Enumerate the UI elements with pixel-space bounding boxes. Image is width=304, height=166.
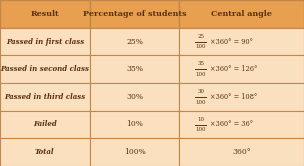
Text: 100: 100 — [196, 44, 206, 49]
Bar — [179, 0, 304, 28]
Text: Passed in first class: Passed in first class — [6, 38, 84, 45]
Bar — [90, 55, 179, 83]
Bar — [0, 138, 90, 166]
Bar — [90, 111, 179, 138]
Text: Passed in second class: Passed in second class — [0, 65, 89, 73]
Bar — [0, 83, 90, 111]
Text: ×360° = 36°: ×360° = 36° — [210, 121, 253, 128]
Text: Total: Total — [35, 148, 55, 156]
Text: 100%: 100% — [124, 148, 145, 156]
Text: 10%: 10% — [126, 121, 143, 128]
Text: 25: 25 — [197, 34, 205, 39]
Bar — [179, 83, 304, 111]
Text: Percentage of students: Percentage of students — [83, 10, 186, 18]
Text: Result: Result — [30, 10, 59, 18]
Bar — [179, 55, 304, 83]
Bar — [179, 138, 304, 166]
Bar — [90, 0, 179, 28]
Bar — [0, 0, 90, 28]
Bar — [90, 28, 179, 55]
Bar — [179, 28, 304, 55]
Bar — [0, 55, 90, 83]
Text: Failed: Failed — [33, 121, 57, 128]
Text: ×360° = 126°: ×360° = 126° — [210, 65, 257, 73]
Text: 100: 100 — [196, 100, 206, 105]
Text: ×360° = 90°: ×360° = 90° — [210, 38, 253, 45]
Text: Central angle: Central angle — [211, 10, 272, 18]
Bar — [179, 111, 304, 138]
Text: 100: 100 — [196, 72, 206, 77]
Text: 10: 10 — [197, 117, 205, 122]
Text: 360°: 360° — [232, 148, 251, 156]
Text: 30: 30 — [197, 89, 205, 94]
Text: ×360° = 108°: ×360° = 108° — [210, 93, 257, 101]
Text: Passed in third class: Passed in third class — [4, 93, 85, 101]
Bar — [0, 28, 90, 55]
Bar — [90, 83, 179, 111]
Text: 30%: 30% — [126, 93, 143, 101]
Bar — [0, 111, 90, 138]
Text: 25%: 25% — [126, 38, 143, 45]
Bar — [90, 138, 179, 166]
Text: 35: 35 — [197, 61, 205, 66]
Text: 100: 100 — [196, 127, 206, 132]
Text: 35%: 35% — [126, 65, 143, 73]
